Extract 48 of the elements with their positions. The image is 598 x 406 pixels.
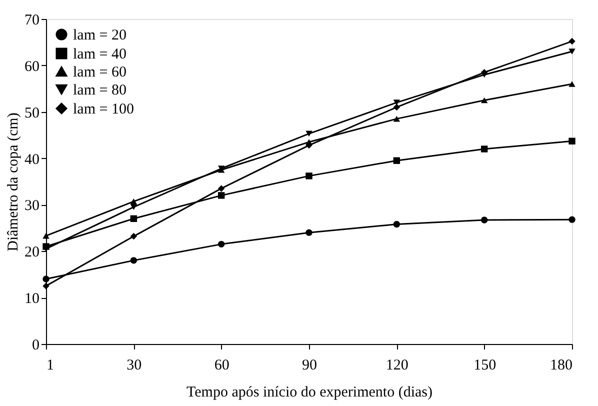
y-tick-label: 40 <box>24 152 40 168</box>
point <box>130 215 138 222</box>
x-tick-label: 180 <box>550 358 572 374</box>
point <box>306 172 312 180</box>
legend-label: lam = 80 <box>73 82 126 98</box>
point <box>480 146 488 152</box>
y-axis-title: Diâmetro da copa (cm) <box>6 112 22 252</box>
point <box>568 81 576 87</box>
legend-label: lam = 100 <box>73 102 134 118</box>
x-axis-title: Tempo após início do experimento (dias) <box>186 384 432 400</box>
point <box>393 157 400 164</box>
x-tick-label: 60 <box>214 358 230 374</box>
point <box>306 130 312 137</box>
x-tick-label: 120 <box>386 358 408 374</box>
legend-label: lam = 20 <box>73 28 126 44</box>
point <box>568 138 576 144</box>
y-tick-label: 30 <box>24 198 40 214</box>
point <box>568 38 576 45</box>
point <box>218 240 225 248</box>
point <box>393 104 400 111</box>
legend-label: lam = 40 <box>73 46 126 62</box>
y-tick-label: 0 <box>32 338 40 354</box>
point <box>393 220 400 228</box>
x-tick-label: 90 <box>302 358 317 374</box>
y-tick-label: 10 <box>24 291 40 308</box>
y-tick-label: 70 <box>24 12 40 28</box>
point <box>480 216 488 224</box>
point <box>306 229 312 236</box>
point <box>42 232 50 239</box>
point <box>42 276 50 282</box>
point <box>130 204 138 210</box>
y-tick-label: 50 <box>24 105 40 122</box>
x-tick-label: 30 <box>126 358 142 374</box>
point <box>218 192 225 199</box>
point <box>130 232 138 240</box>
x-tick-label: 150 <box>474 358 496 374</box>
y-tick-label: 20 <box>24 244 40 261</box>
point <box>393 100 400 106</box>
x-tick-label: 1 <box>46 358 54 374</box>
point <box>218 185 225 192</box>
point <box>480 97 488 104</box>
legend-label: lam = 60 <box>73 64 126 80</box>
point <box>130 257 138 264</box>
point <box>568 216 576 223</box>
point <box>393 116 400 122</box>
y-tick-label: 60 <box>24 58 40 75</box>
point <box>42 282 50 290</box>
point <box>568 48 576 54</box>
